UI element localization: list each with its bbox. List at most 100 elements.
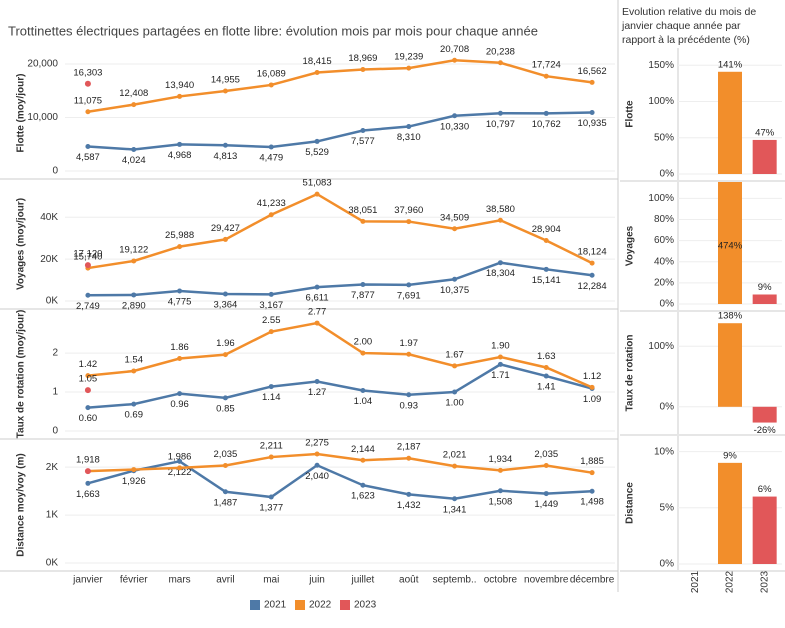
point <box>452 496 458 502</box>
data-label: 1.41 <box>537 382 556 393</box>
x-tick-label: mai <box>263 575 279 586</box>
data-label: 4,479 <box>259 153 283 164</box>
data-label: 9% <box>758 282 772 293</box>
point <box>177 391 183 397</box>
point <box>314 320 320 326</box>
data-label: 2,890 <box>122 300 146 311</box>
point <box>360 282 366 288</box>
data-label: 4,775 <box>168 297 192 308</box>
point <box>360 127 366 133</box>
side-title: Evolution relative du mois de janvier cha… <box>621 6 756 46</box>
y-axis-label: Voyages <box>625 225 636 266</box>
data-label: 1,487 <box>214 497 238 508</box>
data-label: 1,508 <box>489 496 513 507</box>
data-label: 10,375 <box>440 285 469 296</box>
chart-title: Trottinettes électriques partagées en fl… <box>8 23 538 38</box>
data-label: 7,877 <box>351 290 375 301</box>
point <box>177 288 183 294</box>
point <box>452 276 458 282</box>
point <box>543 491 549 497</box>
data-label: 1,918 <box>76 455 100 466</box>
point <box>589 470 595 476</box>
y-tick-label: 1 <box>52 387 58 398</box>
series-line <box>87 452 593 474</box>
data-label: 1.04 <box>354 396 373 407</box>
data-label: 13,940 <box>165 80 194 91</box>
data-label: 12,284 <box>578 281 607 292</box>
point <box>268 144 274 150</box>
point <box>543 238 549 244</box>
x-tick-label: juillet <box>351 575 375 586</box>
y-tick-label: 60% <box>654 235 674 246</box>
point <box>406 392 412 398</box>
data-label: 8,310 <box>397 132 421 143</box>
point <box>268 494 274 500</box>
y-tick-label: 10,000 <box>27 112 58 123</box>
data-label: 41,233 <box>257 198 286 209</box>
point <box>222 291 228 297</box>
data-label: 1,498 <box>580 497 604 508</box>
data-label: 6% <box>758 484 772 495</box>
x-tick-label: 2023 <box>759 570 770 593</box>
data-label: 1.27 <box>308 387 327 398</box>
data-label: 1,986 <box>168 451 192 462</box>
y-tick-label: 150% <box>648 60 674 71</box>
x-tick-label: 2022 <box>725 570 736 593</box>
data-label: 1.63 <box>537 351 556 362</box>
y-axis-label: Flotte <box>625 100 636 128</box>
series-line <box>87 58 593 113</box>
point <box>497 260 503 266</box>
data-label: 34,509 <box>440 212 469 223</box>
y-axis-label: Taux de rotation <box>625 334 636 411</box>
bar <box>718 462 742 564</box>
data-label: 28,904 <box>532 224 561 235</box>
point <box>177 356 183 362</box>
point <box>543 110 549 116</box>
data-label: 0.69 <box>125 410 144 421</box>
point <box>85 480 91 486</box>
data-label: 29,427 <box>211 223 240 234</box>
y-tick-label: 0% <box>660 401 675 412</box>
point <box>497 60 503 66</box>
data-label: 9% <box>723 450 737 461</box>
data-label: 1.00 <box>445 398 464 409</box>
data-label: 12,408 <box>119 88 148 99</box>
data-label: 1.42 <box>79 359 98 370</box>
point <box>314 138 320 144</box>
series-line <box>87 192 593 270</box>
data-label: 2,122 <box>168 467 192 478</box>
point <box>177 465 183 471</box>
y-tick-label: 2K <box>46 462 59 473</box>
data-label: 51,083 <box>303 178 332 189</box>
point <box>497 217 503 223</box>
data-label: 2,211 <box>260 441 283 452</box>
point <box>314 451 320 457</box>
point <box>360 482 366 488</box>
data-label: 10,797 <box>486 119 515 130</box>
point <box>177 93 183 99</box>
point <box>85 143 91 149</box>
data-label: 18,124 <box>578 247 607 258</box>
point <box>85 292 91 298</box>
series-line <box>87 111 593 151</box>
data-label: 15,141 <box>532 275 561 286</box>
bar <box>718 323 742 407</box>
point <box>497 354 503 360</box>
data-label: 0.60 <box>79 413 98 424</box>
x-tick-label: octobre <box>484 575 518 586</box>
point <box>177 458 183 464</box>
x-tick-label: mars <box>168 575 190 586</box>
data-label: 17,724 <box>532 60 561 71</box>
point <box>543 373 549 379</box>
point <box>314 70 320 76</box>
point <box>589 488 595 494</box>
point <box>268 454 274 460</box>
data-label: 25,988 <box>165 230 194 241</box>
point <box>268 384 274 390</box>
point <box>222 142 228 148</box>
data-label: 138% <box>718 311 743 322</box>
point <box>314 191 320 197</box>
point <box>543 73 549 79</box>
point <box>360 387 366 393</box>
